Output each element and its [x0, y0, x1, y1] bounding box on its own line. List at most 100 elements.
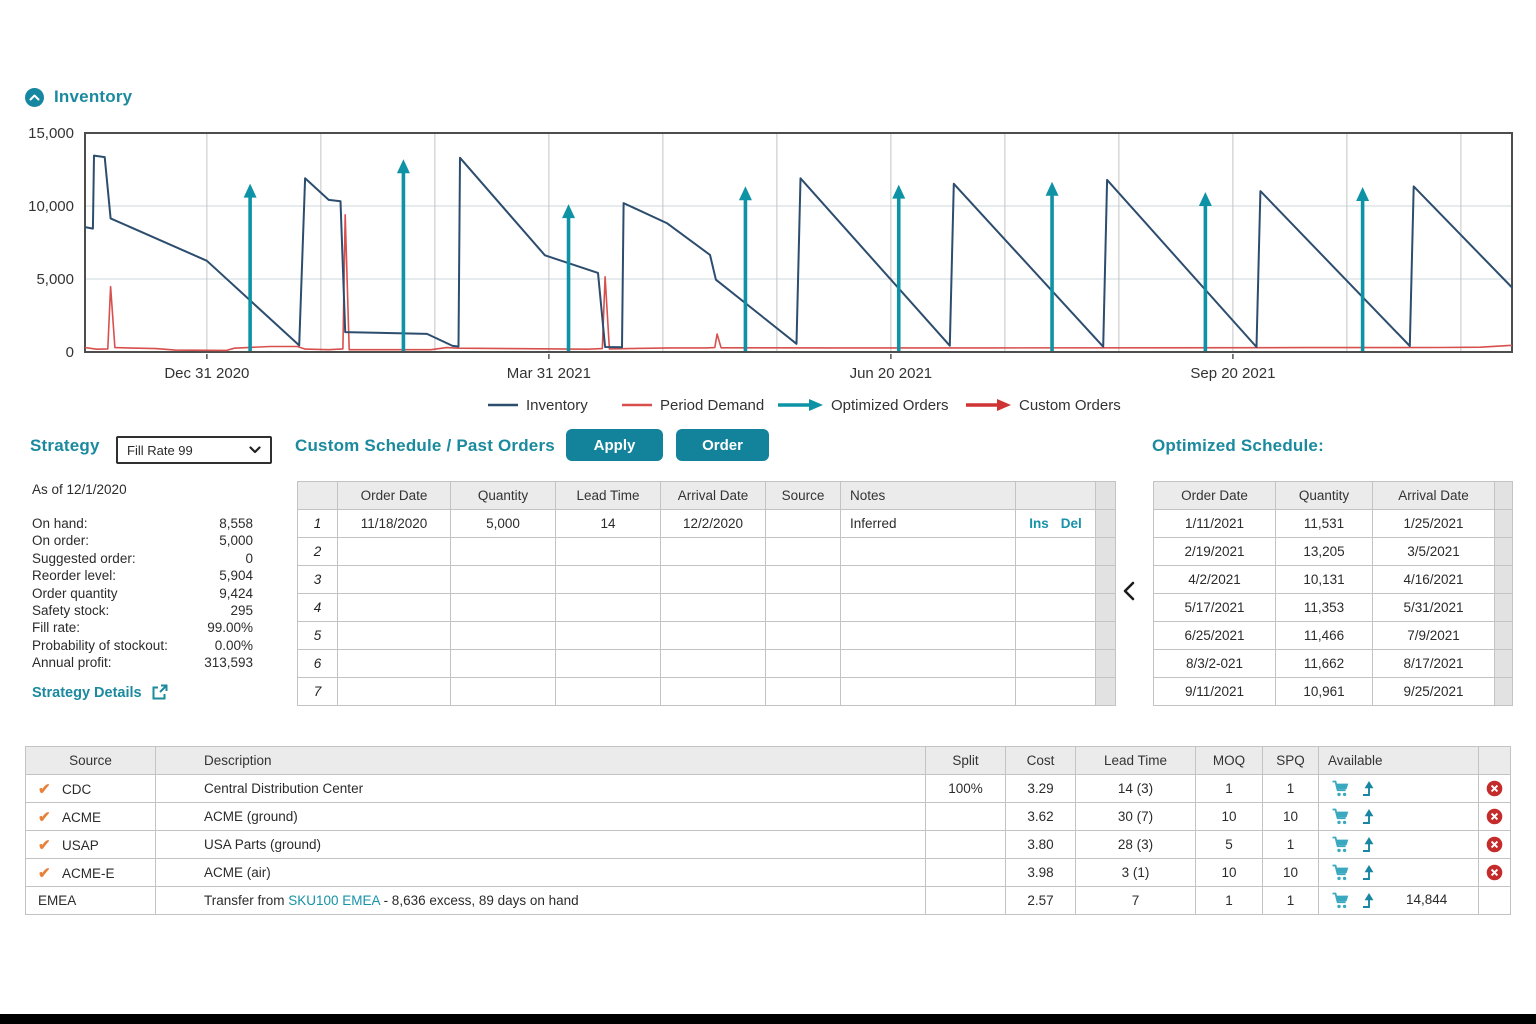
source-cell[interactable]: [765, 677, 841, 706]
scrollbar-strip[interactable]: [1095, 537, 1116, 566]
source-cell[interactable]: [765, 565, 841, 594]
source-cell[interactable]: [765, 621, 841, 650]
notes-cell[interactable]: Inferred: [840, 509, 1016, 538]
scrollbar-strip[interactable]: [1494, 481, 1513, 510]
source-cell[interactable]: [765, 649, 841, 678]
transfer-up-icon[interactable]: [1361, 892, 1378, 909]
order-date-cell[interactable]: 11/18/2020: [337, 509, 451, 538]
optimized-schedule-row: 2/19/2021 13,205 3/5/2021: [1153, 537, 1513, 566]
quantity-cell[interactable]: [450, 649, 556, 678]
notes-cell[interactable]: [840, 649, 1016, 678]
arrival-date-cell[interactable]: 12/2/2020: [660, 509, 766, 538]
strategy-dropdown[interactable]: Fill Rate 99: [116, 436, 272, 464]
quantity-cell[interactable]: [450, 537, 556, 566]
cart-icon[interactable]: [1331, 864, 1351, 881]
custom-schedule-row: 7: [297, 677, 1116, 706]
scrollbar-strip[interactable]: [1494, 509, 1513, 538]
notes-cell[interactable]: [840, 677, 1016, 706]
arrival-date-cell[interactable]: [660, 621, 766, 650]
collapse-section-icon[interactable]: [25, 87, 44, 107]
apply-button[interactable]: Apply: [566, 429, 663, 461]
scrollbar-strip[interactable]: [1494, 649, 1513, 678]
order-date-cell[interactable]: [337, 537, 451, 566]
custom-schedule-row: 5: [297, 621, 1116, 650]
remove-source-icon[interactable]: [1486, 864, 1503, 881]
lead-time-cell[interactable]: 14: [555, 509, 661, 538]
order-date-cell[interactable]: [337, 621, 451, 650]
notes-cell[interactable]: [840, 621, 1016, 650]
notes-cell[interactable]: [840, 565, 1016, 594]
cart-icon[interactable]: [1331, 836, 1351, 853]
order-date-cell[interactable]: [337, 677, 451, 706]
lead-time-cell[interactable]: [555, 593, 661, 622]
custom-schedule-table[interactable]: Order Date Quantity Lead Time Arrival Date S…: [297, 481, 1116, 706]
strategy-details-link[interactable]: Strategy Details: [32, 684, 168, 701]
lead-time-cell[interactable]: [555, 565, 661, 594]
cart-icon[interactable]: [1331, 780, 1351, 797]
source-check-icon[interactable]: ✔: [38, 780, 51, 798]
notes-cell[interactable]: [840, 593, 1016, 622]
available-cell: 14,844: [1318, 886, 1479, 915]
lead-time-cell[interactable]: [555, 649, 661, 678]
quantity-cell[interactable]: 5,000: [450, 509, 556, 538]
order-date-cell[interactable]: [337, 649, 451, 678]
notes-cell[interactable]: [840, 537, 1016, 566]
order-date-cell[interactable]: [337, 593, 451, 622]
remove-source-icon[interactable]: [1486, 836, 1503, 853]
scrollbar-strip[interactable]: [1095, 621, 1116, 650]
transfer-up-icon[interactable]: [1361, 780, 1378, 797]
ins-link[interactable]: Ins: [1029, 516, 1049, 531]
collapse-optimized-schedule-icon[interactable]: [1123, 581, 1135, 606]
transfer-up-icon[interactable]: [1361, 836, 1378, 853]
scrollbar-strip[interactable]: [1494, 565, 1513, 594]
sku-link[interactable]: SKU100 EMEA: [288, 893, 380, 908]
scrollbar-strip[interactable]: [1494, 621, 1513, 650]
moq-cell: 1: [1195, 774, 1263, 803]
quantity-cell[interactable]: [450, 565, 556, 594]
svg-text:Period Demand: Period Demand: [660, 397, 764, 414]
source-cell[interactable]: [765, 509, 841, 538]
cart-icon[interactable]: [1331, 808, 1351, 825]
remove-source-icon[interactable]: [1486, 780, 1503, 797]
quantity-cell[interactable]: [450, 621, 556, 650]
transfer-up-icon[interactable]: [1361, 864, 1378, 881]
custom-col-header: Arrival Date: [660, 481, 766, 510]
sources-table: Source Description Split Cost Lead Time MOQ SP…: [25, 746, 1511, 915]
arrival-date-cell[interactable]: [660, 537, 766, 566]
scrollbar-strip[interactable]: [1095, 649, 1116, 678]
source-cell[interactable]: [765, 537, 841, 566]
scrollbar-strip[interactable]: [1095, 509, 1116, 538]
scrollbar-strip[interactable]: [1494, 593, 1513, 622]
sources-col-header: MOQ: [1195, 746, 1263, 775]
source-check-icon[interactable]: ✔: [38, 836, 51, 854]
cart-icon[interactable]: [1331, 892, 1351, 909]
arrival-date-cell[interactable]: [660, 649, 766, 678]
del-link[interactable]: Del: [1060, 516, 1082, 531]
spq-cell: 10: [1262, 858, 1319, 887]
inventory-section-header[interactable]: Inventory: [25, 87, 132, 107]
order-date-cell[interactable]: [337, 565, 451, 594]
transfer-up-icon[interactable]: [1361, 808, 1378, 825]
order-button[interactable]: Order: [676, 429, 769, 461]
arrival-date-cell[interactable]: [660, 593, 766, 622]
quantity-cell[interactable]: [450, 593, 556, 622]
optimized-schedule-row: 1/11/2021 11,531 1/25/2021: [1153, 509, 1513, 538]
scrollbar-strip[interactable]: [1095, 677, 1116, 706]
scrollbar-strip[interactable]: [1494, 677, 1513, 706]
remove-source-icon[interactable]: [1486, 808, 1503, 825]
source-check-icon[interactable]: ✔: [38, 864, 51, 882]
stat-value: 99.00%: [207, 620, 253, 636]
arrival-date-cell[interactable]: [660, 677, 766, 706]
quantity-cell[interactable]: [450, 677, 556, 706]
arrival-date-cell[interactable]: [660, 565, 766, 594]
scrollbar-strip[interactable]: [1095, 481, 1116, 510]
lead-time-cell[interactable]: [555, 677, 661, 706]
source-check-icon[interactable]: ✔: [38, 808, 51, 826]
scrollbar-strip[interactable]: [1494, 537, 1513, 566]
lead-time-cell[interactable]: [555, 621, 661, 650]
source-cell[interactable]: [765, 593, 841, 622]
scrollbar-strip[interactable]: [1095, 565, 1116, 594]
lead-time-cell[interactable]: [555, 537, 661, 566]
scrollbar-strip[interactable]: [1095, 593, 1116, 622]
stat-value: 5,904: [219, 568, 253, 584]
